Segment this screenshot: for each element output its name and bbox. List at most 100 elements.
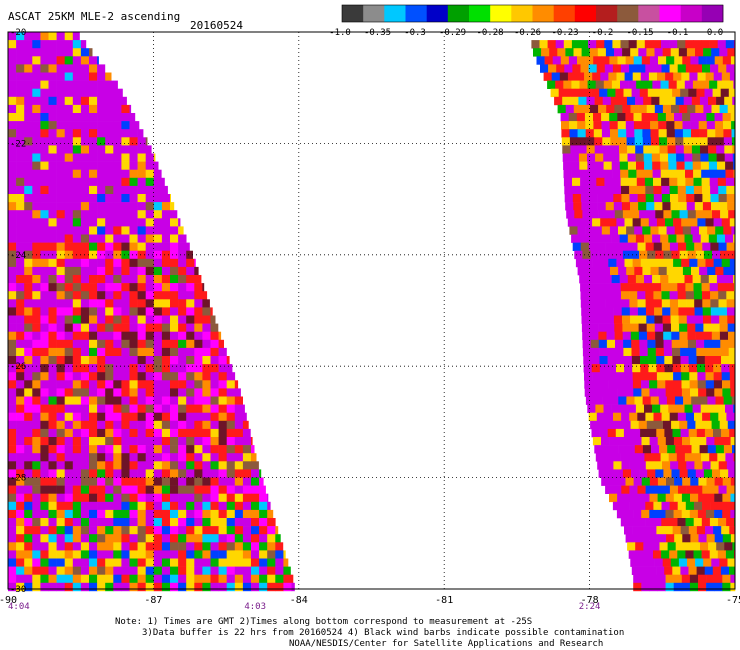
data-cell-1228 bbox=[56, 283, 65, 292]
data-cell-458 bbox=[723, 129, 732, 138]
data-cell-1316 bbox=[40, 299, 49, 308]
data-cell-947 bbox=[634, 226, 643, 235]
data-cell-2920 bbox=[275, 566, 284, 575]
data-cell-1988 bbox=[202, 412, 211, 422]
data-cell-878 bbox=[40, 218, 49, 227]
data-cell-2619 bbox=[178, 518, 187, 527]
data-cell-532 bbox=[675, 145, 685, 154]
colorbar-swatch-12 bbox=[596, 5, 618, 22]
data-cell-1625 bbox=[696, 347, 705, 357]
data-cell-2524 bbox=[194, 501, 203, 511]
data-cell-2927 bbox=[672, 566, 681, 575]
data-cell-137 bbox=[596, 64, 606, 73]
data-cell-1110 bbox=[170, 258, 179, 268]
data-cell-1272 bbox=[48, 291, 57, 300]
data-cell-2989 bbox=[48, 582, 57, 592]
data-cell-2713 bbox=[161, 534, 171, 543]
data-cell-2679 bbox=[275, 526, 279, 535]
data-cell-336 bbox=[671, 104, 680, 114]
data-cell-2487 bbox=[625, 493, 634, 503]
data-cell-1854 bbox=[633, 388, 642, 397]
data-cell-972 bbox=[105, 234, 114, 243]
data-cell-1690 bbox=[113, 364, 122, 373]
data-cell-1962 bbox=[725, 404, 734, 413]
data-cell-2192 bbox=[618, 445, 627, 454]
data-cell-1991 bbox=[226, 412, 236, 422]
data-cell-2581 bbox=[259, 509, 268, 519]
data-cell-291 bbox=[618, 96, 628, 106]
data-cell-526 bbox=[627, 145, 636, 154]
data-cell-438 bbox=[561, 129, 570, 138]
data-cell-1299 bbox=[637, 291, 646, 300]
data-cell-2207 bbox=[8, 453, 17, 462]
data-cell-1209 bbox=[635, 275, 645, 284]
data-cell-2045 bbox=[606, 420, 615, 430]
data-cell-176 bbox=[608, 72, 617, 81]
data-cell-597 bbox=[137, 161, 146, 170]
data-cell-301 bbox=[699, 96, 709, 106]
data-cell-90 bbox=[80, 56, 90, 65]
data-cell-1978 bbox=[121, 412, 130, 422]
data-cell-1173 bbox=[699, 266, 708, 276]
chart-date: 20160524 bbox=[190, 19, 243, 32]
data-cell-2248 bbox=[676, 453, 686, 462]
data-cell-521 bbox=[586, 145, 595, 154]
data-cell-1670 bbox=[680, 356, 689, 365]
data-cell-1146 bbox=[105, 266, 114, 276]
data-cell-274 bbox=[56, 96, 65, 106]
data-cell-493 bbox=[683, 137, 692, 146]
data-cell-2738 bbox=[706, 534, 715, 543]
data-cell-1549 bbox=[97, 339, 106, 349]
data-cell-2121 bbox=[105, 437, 114, 446]
data-cell-2223 bbox=[137, 453, 146, 462]
data-cell-2269 bbox=[113, 461, 122, 470]
data-cell-702 bbox=[717, 177, 727, 187]
data-cell-457 bbox=[715, 129, 724, 138]
data-cell-1465 bbox=[153, 323, 163, 332]
data-cell-2004 bbox=[669, 412, 679, 422]
data-cell-1138 bbox=[40, 266, 49, 276]
data-cell-545 bbox=[48, 153, 57, 162]
data-cell-1341 bbox=[613, 299, 622, 308]
data-cell-627 bbox=[48, 169, 57, 179]
data-cell-2370 bbox=[137, 477, 146, 486]
data-cell-1613 bbox=[599, 347, 608, 357]
data-cell-2915 bbox=[234, 566, 244, 575]
data-cell-2657 bbox=[97, 526, 106, 535]
data-cell-1319 bbox=[64, 299, 74, 308]
data-cell-753 bbox=[56, 194, 65, 203]
data-cell-295 bbox=[651, 96, 660, 106]
data-cell-2616 bbox=[153, 518, 163, 527]
data-cell-1624 bbox=[688, 347, 697, 357]
data-cell-1109 bbox=[161, 258, 171, 268]
data-cell-2171 bbox=[113, 445, 122, 454]
data-cell-1056 bbox=[80, 250, 90, 260]
data-cell-252 bbox=[607, 88, 616, 98]
data-cell-1353 bbox=[710, 299, 719, 308]
data-cell-2964 bbox=[242, 574, 252, 584]
data-cell-404 bbox=[601, 121, 610, 130]
data-cell-2470 bbox=[153, 493, 163, 503]
data-cell-11 bbox=[24, 40, 33, 49]
data-cell-1478 bbox=[622, 323, 631, 332]
data-cell-2865 bbox=[218, 558, 227, 567]
data-cell-1929 bbox=[121, 404, 130, 413]
data-cell-282 bbox=[121, 96, 127, 106]
data-cell-524 bbox=[610, 145, 620, 154]
data-cell-375 bbox=[682, 113, 691, 122]
data-cell-1210 bbox=[644, 275, 653, 284]
data-cell-3016 bbox=[267, 582, 276, 592]
data-cell-1014 bbox=[97, 242, 106, 251]
data-cell-1621 bbox=[663, 347, 673, 357]
data-cell-2551 bbox=[16, 509, 25, 519]
data-cell-433 bbox=[105, 129, 114, 138]
data-cell-2495 bbox=[690, 493, 699, 503]
data-cell-434 bbox=[113, 129, 122, 138]
data-cell-1765 bbox=[689, 372, 698, 381]
data-cell-139 bbox=[612, 64, 622, 73]
data-cell-2351 bbox=[712, 469, 721, 478]
data-cell-1872 bbox=[48, 396, 57, 405]
data-cell-63 bbox=[589, 48, 599, 57]
data-cell-1312 bbox=[8, 299, 17, 308]
data-cell-1913 bbox=[723, 396, 732, 405]
